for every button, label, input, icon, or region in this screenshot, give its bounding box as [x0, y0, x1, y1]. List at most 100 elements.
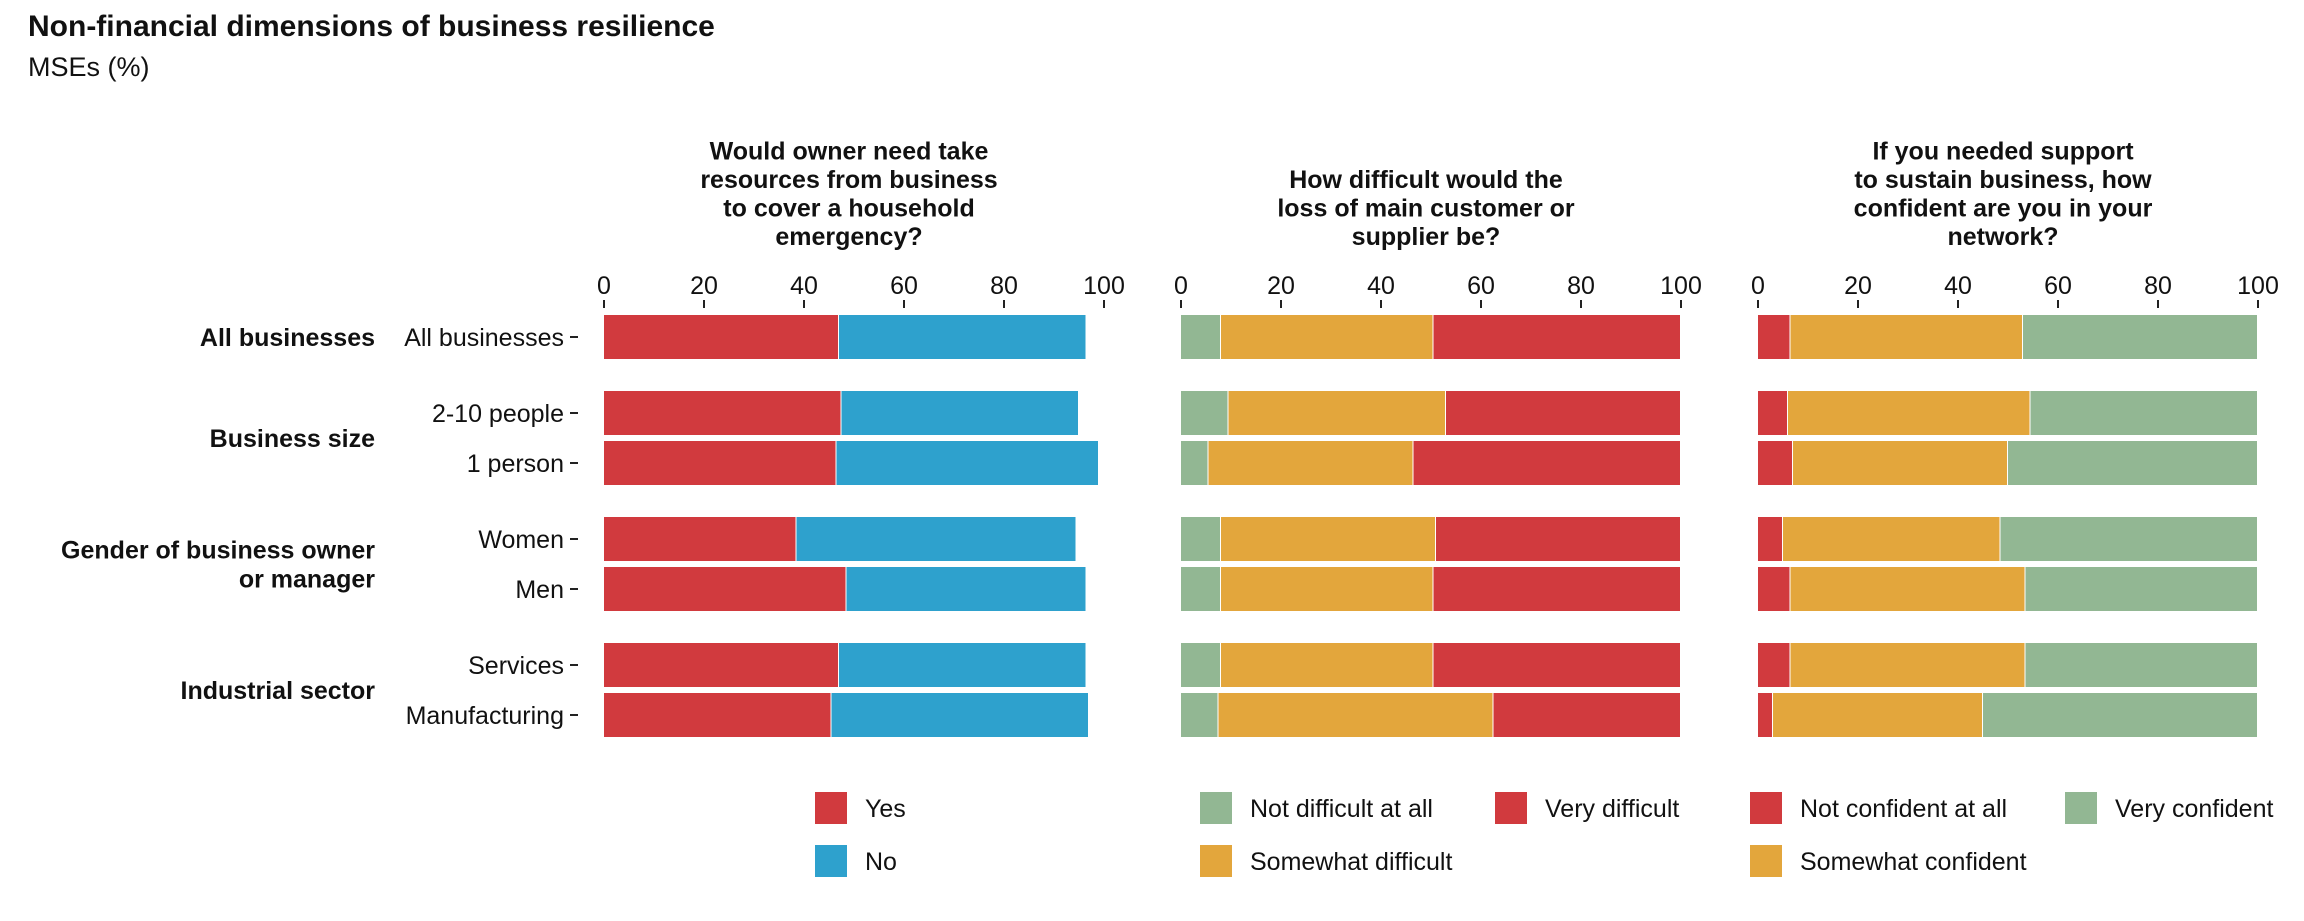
bar-segment [839, 315, 1086, 359]
bar-segment [1758, 643, 1790, 687]
bar-segment [796, 517, 1076, 561]
bar-segment [1983, 693, 2257, 737]
x-tick-label: 100 [1660, 272, 1702, 300]
x-tick-label: 100 [1083, 272, 1125, 300]
bar-segment [2030, 391, 2257, 435]
bar-segment [2023, 315, 2257, 359]
bar-segment [604, 441, 836, 485]
y-tick-label: 1 person [467, 450, 564, 478]
y-tick-label: Manufacturing [406, 702, 564, 730]
x-tick-label: 60 [2044, 272, 2072, 300]
x-tick-label: 0 [1174, 272, 1188, 300]
bar-segment [604, 693, 831, 737]
panel-title: If you needed support to sustain business… [1854, 138, 2153, 252]
bar-segment [1758, 391, 1787, 435]
legend-swatch [1495, 792, 1527, 824]
bar-segment [604, 315, 838, 359]
panel-title: How difficult would the loss of main cust… [1277, 166, 1575, 251]
bar-segment [1758, 693, 1772, 737]
bar-segment [1181, 391, 1228, 435]
x-tick-label: 60 [890, 272, 918, 300]
bar-segment [1446, 391, 1680, 435]
x-tick-label: 20 [1844, 272, 1872, 300]
legend-label: Not confident at all [1800, 795, 2007, 823]
x-tick-label: 60 [1467, 272, 1495, 300]
x-tick-label: 20 [1267, 272, 1295, 300]
bar-segment [1758, 567, 1790, 611]
bar-segment [1221, 643, 1433, 687]
bar-segment [1218, 693, 1493, 737]
group-label: All businesses [200, 324, 375, 352]
legend-label: No [865, 848, 897, 876]
bar-segment [1433, 643, 1680, 687]
bar-segment [831, 693, 1088, 737]
bar-segment [1181, 315, 1220, 359]
legend-label: Yes [865, 795, 906, 823]
bar-segment [1181, 643, 1220, 687]
legend-label: Very difficult [1545, 795, 1679, 823]
group-label: Gender of business owner or manager [61, 537, 375, 594]
bar-segment [841, 391, 1078, 435]
legend-swatch [1200, 845, 1232, 877]
legend-label: Not difficult at all [1250, 795, 1433, 823]
bar-segment [2008, 441, 2257, 485]
bar-segment [1221, 567, 1433, 611]
bar-segment [1181, 517, 1220, 561]
bar-segment [1783, 517, 2000, 561]
y-tick-label: All businesses [404, 324, 564, 352]
bar-segment [604, 567, 846, 611]
bar-segment [2000, 517, 2257, 561]
legend-label: Somewhat confident [1800, 848, 2027, 876]
x-tick-label: 0 [1751, 272, 1765, 300]
bar-segment [1433, 315, 1680, 359]
legend-swatch [815, 792, 847, 824]
bar-segment [1790, 567, 2025, 611]
bar-segment [1793, 441, 2007, 485]
legend-swatch [1750, 792, 1782, 824]
bar-segment [1758, 517, 1782, 561]
bar-segment [1413, 441, 1680, 485]
bar-segment [1228, 391, 1445, 435]
group-label: Business size [210, 425, 375, 453]
bar-segment [1758, 315, 1790, 359]
bar-segment [1790, 643, 2025, 687]
legend-swatch [815, 845, 847, 877]
x-tick-label: 80 [990, 272, 1018, 300]
bar-segment [2025, 567, 2257, 611]
bar-segment [846, 567, 1086, 611]
x-tick-label: 100 [2237, 272, 2279, 300]
bar-segment [2025, 643, 2257, 687]
y-tick-label: Services [468, 652, 564, 680]
legend-label: Very confident [2115, 795, 2273, 823]
bar-segment [836, 441, 1098, 485]
x-tick-label: 40 [790, 272, 818, 300]
x-tick-label: 40 [1944, 272, 1972, 300]
bar-segment [1493, 693, 1680, 737]
bar-segment [1181, 693, 1218, 737]
bar-segment [604, 643, 838, 687]
bar-segment [1758, 441, 1792, 485]
bar-segment [1181, 567, 1220, 611]
bar-segment [1788, 391, 2030, 435]
legend-swatch [1750, 845, 1782, 877]
x-tick-label: 40 [1367, 272, 1395, 300]
group-label: Industrial sector [181, 677, 376, 705]
chart-title: Non-financial dimensions of business res… [28, 10, 715, 43]
bar-segment [1208, 441, 1413, 485]
panel-title: Would owner need take resources from busi… [700, 138, 997, 252]
legend-swatch [2065, 792, 2097, 824]
bar-segment [604, 517, 796, 561]
y-tick-label: Women [478, 526, 564, 554]
y-tick-label: 2-10 people [432, 400, 564, 428]
bar-segment [1181, 441, 1208, 485]
bar-segment [839, 643, 1086, 687]
legend-swatch [1200, 792, 1232, 824]
bar-segment [604, 391, 841, 435]
bar-segment [1433, 567, 1680, 611]
bar-segment [1221, 517, 1435, 561]
x-tick-label: 20 [690, 272, 718, 300]
x-tick-label: 80 [2144, 272, 2172, 300]
bar-segment [1773, 693, 1982, 737]
bar-segment [1221, 315, 1433, 359]
